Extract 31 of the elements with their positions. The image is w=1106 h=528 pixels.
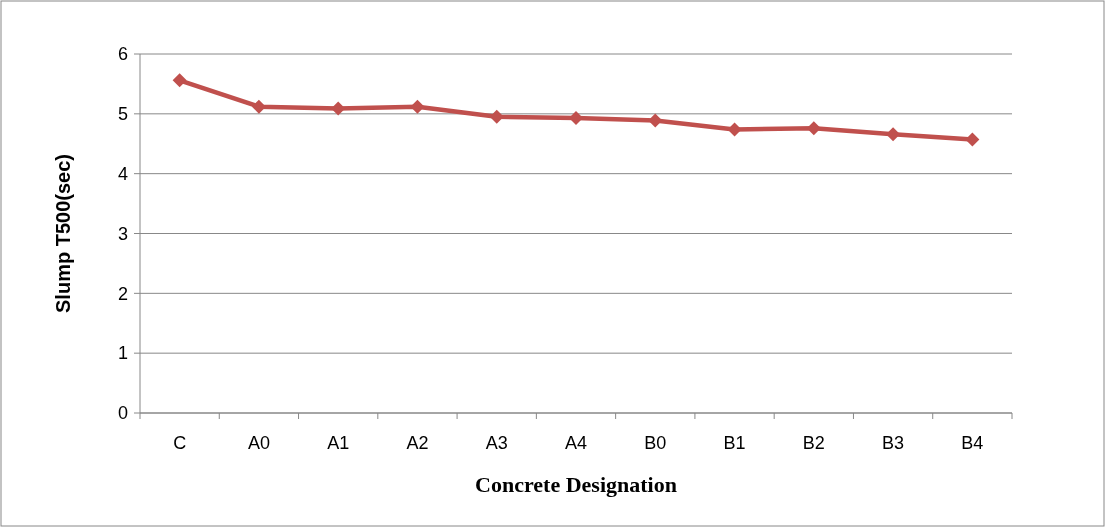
point xyxy=(569,111,583,126)
y-tick-label: 3 xyxy=(117,223,128,244)
x-tick-label: B2 xyxy=(802,433,825,453)
y-axis-title: Slump T500(sec) xyxy=(52,154,74,313)
x-tick-label: A0 xyxy=(247,433,270,453)
y-tick-label: 4 xyxy=(117,163,128,184)
point xyxy=(648,113,663,128)
point xyxy=(251,99,266,114)
point xyxy=(806,121,821,136)
y-tick-label: 6 xyxy=(117,44,128,65)
x-tick-label: A2 xyxy=(406,433,429,453)
x-tick-label: B3 xyxy=(882,433,905,453)
x-tick-label: A4 xyxy=(564,433,588,453)
y-tick-label: 1 xyxy=(117,343,128,364)
x-tick-label: B1 xyxy=(723,433,746,453)
x-tick-label: A3 xyxy=(485,433,508,453)
point xyxy=(965,132,980,147)
x-tick-label: B4 xyxy=(961,433,984,453)
y-tick-label: 5 xyxy=(117,104,128,125)
point xyxy=(410,99,425,114)
point xyxy=(727,122,742,137)
x-tick-label: B0 xyxy=(644,433,667,453)
x-tick-label: A1 xyxy=(327,433,350,453)
point xyxy=(331,101,346,116)
point xyxy=(172,73,187,88)
x-axis-title: Concrete Designation xyxy=(475,472,677,497)
point xyxy=(489,109,504,124)
y-tick-label: 0 xyxy=(117,403,128,424)
y-tick-label: 2 xyxy=(117,283,128,304)
x-tick-label: C xyxy=(173,433,187,453)
point xyxy=(886,127,901,142)
